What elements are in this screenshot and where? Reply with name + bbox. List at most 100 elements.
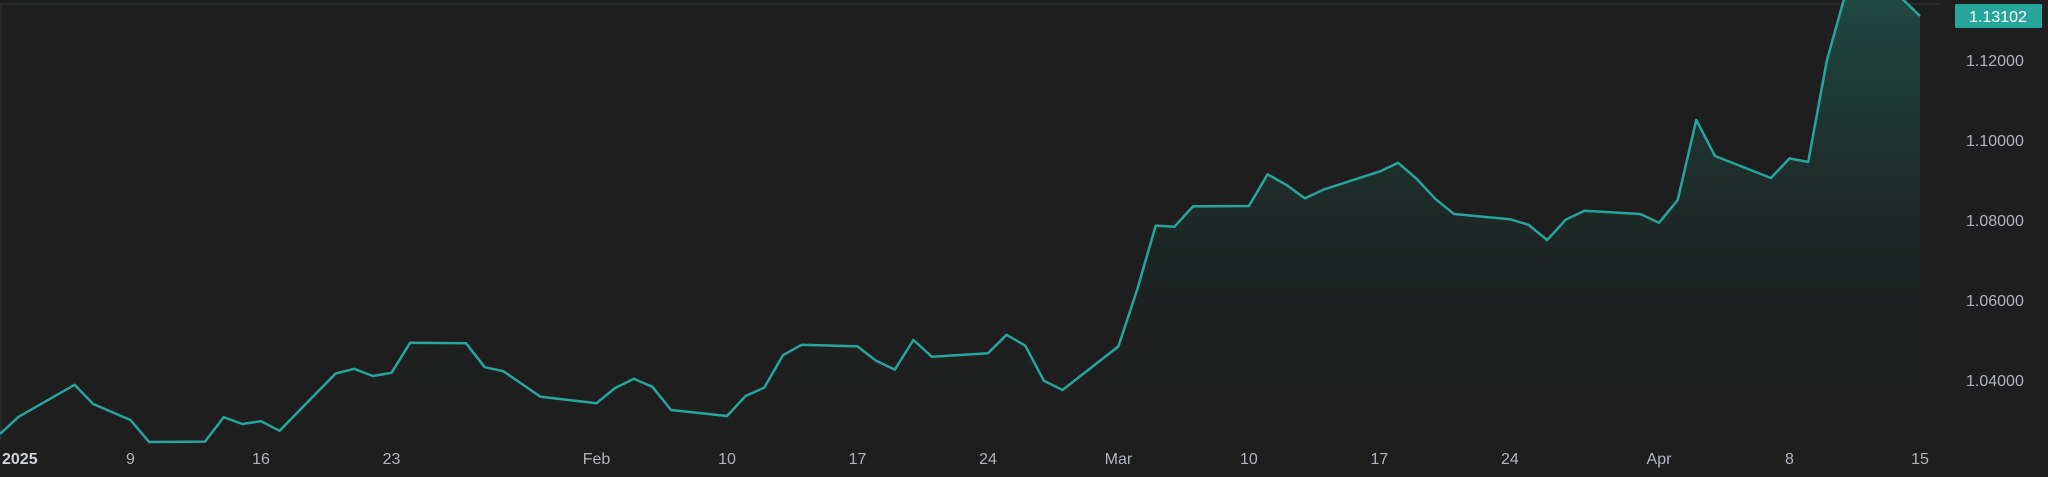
data-point[interactable]	[1414, 176, 1420, 182]
x-axis[interactable]: 2025 9 16 23 Feb 10 17 24 Mar 10 17 24 Apr 8 15	[2, 451, 1929, 468]
x-tick-label: Feb	[583, 451, 611, 468]
x-tick-label: Mar	[1105, 451, 1133, 468]
x-tick-label: 17	[849, 451, 867, 468]
series-area-fill	[0, 0, 1920, 442]
data-point[interactable]	[1395, 160, 1401, 166]
y-tick-label: 1.12000	[1966, 53, 2024, 70]
data-point[interactable]	[1451, 211, 1457, 217]
x-tick-label: 10	[718, 451, 736, 468]
data-point[interactable]	[1265, 171, 1271, 177]
data-point[interactable]	[743, 393, 749, 399]
data-point[interactable]	[1134, 287, 1140, 293]
data-point[interactable]	[1171, 224, 1177, 230]
data-point[interactable]	[16, 414, 22, 420]
data-point[interactable]	[1302, 195, 1308, 201]
data-point[interactable]	[780, 352, 786, 358]
data-point[interactable]	[1563, 217, 1569, 223]
data-point[interactable]	[910, 337, 916, 343]
data-point[interactable]	[873, 358, 879, 364]
data-point[interactable]	[202, 439, 208, 445]
data-point[interactable]	[1153, 223, 1159, 229]
data-point[interactable]	[407, 340, 413, 346]
data-point[interactable]	[649, 384, 655, 390]
data-point[interactable]	[1190, 203, 1196, 209]
data-point[interactable]	[668, 407, 674, 413]
data-point[interactable]	[128, 417, 134, 423]
data-point[interactable]	[1507, 216, 1513, 222]
data-point[interactable]	[1060, 387, 1066, 393]
data-point[interactable]	[612, 385, 618, 391]
data-point[interactable]	[277, 428, 283, 434]
data-point[interactable]	[370, 373, 376, 379]
x-tick-label: 8	[1785, 451, 1794, 468]
data-point[interactable]	[72, 382, 78, 388]
data-point[interactable]	[90, 401, 96, 407]
data-point[interactable]	[1582, 208, 1588, 214]
data-point[interactable]	[1004, 332, 1010, 338]
x-tick-label: 15	[1911, 451, 1929, 468]
data-point[interactable]	[1432, 196, 1438, 202]
data-point[interactable]	[1805, 159, 1811, 165]
data-point[interactable]	[1917, 13, 1923, 19]
y-axis[interactable]: 1.04000 1.06000 1.08000 1.10000 1.12000	[1966, 53, 2024, 390]
x-tick-label: 24	[1501, 451, 1519, 468]
y-tick-label: 1.10000	[1966, 133, 2024, 150]
data-point[interactable]	[333, 371, 339, 377]
data-point[interactable]	[855, 343, 861, 349]
data-point[interactable]	[1115, 343, 1121, 349]
data-point[interactable]	[1283, 182, 1289, 188]
data-point[interactable]	[1637, 211, 1643, 217]
last-price-tag: 1.13102	[1955, 4, 2042, 28]
y-tick-label: 1.08000	[1966, 213, 2024, 230]
data-point[interactable]	[221, 414, 227, 420]
x-tick-label: 24	[979, 451, 997, 468]
y-tick-label: 1.06000	[1966, 293, 2024, 310]
data-point[interactable]	[985, 350, 991, 356]
data-point[interactable]	[389, 370, 395, 376]
x-tick-label: 9	[126, 451, 135, 468]
data-point[interactable]	[631, 376, 637, 382]
data-point[interactable]	[1824, 58, 1830, 64]
last-price-label: 1.13102	[1969, 9, 2027, 26]
x-tick-label: 10	[1240, 451, 1258, 468]
data-point[interactable]	[482, 364, 488, 370]
y-tick-label: 1.04000	[1966, 373, 2024, 390]
data-point[interactable]	[1544, 237, 1550, 243]
x-tick-label: 17	[1371, 451, 1389, 468]
x-tick-label: 16	[252, 451, 270, 468]
data-point[interactable]	[929, 354, 935, 360]
data-point[interactable]	[761, 385, 767, 391]
data-point[interactable]	[1787, 155, 1793, 161]
x-tick-label: 2025	[2, 451, 38, 468]
data-point[interactable]	[519, 381, 525, 387]
data-point[interactable]	[351, 366, 357, 372]
data-point[interactable]	[258, 418, 264, 424]
data-point[interactable]	[146, 439, 152, 445]
data-point[interactable]	[239, 421, 245, 427]
series-line	[0, 0, 1921, 444]
data-point[interactable]	[1022, 343, 1028, 349]
data-point[interactable]	[1041, 378, 1047, 384]
data-point[interactable]	[1321, 187, 1327, 193]
data-point[interactable]	[1693, 117, 1699, 123]
data-point[interactable]	[538, 394, 544, 400]
data-point[interactable]	[1675, 197, 1681, 203]
data-point[interactable]	[1246, 203, 1252, 209]
data-point[interactable]	[1768, 175, 1774, 181]
x-tick-label: Apr	[1647, 451, 1673, 468]
x-tick-label: 23	[383, 451, 401, 468]
data-point[interactable]	[500, 368, 506, 374]
data-point[interactable]	[1656, 220, 1662, 226]
data-point[interactable]	[892, 367, 898, 373]
data-point[interactable]	[1376, 169, 1382, 175]
data-point[interactable]	[463, 340, 469, 346]
data-point[interactable]	[724, 413, 730, 419]
data-point[interactable]	[594, 400, 600, 406]
data-point[interactable]	[109, 409, 115, 415]
data-point[interactable]	[1712, 153, 1718, 159]
data-point[interactable]	[1526, 222, 1532, 228]
last-price-tag-bg	[1955, 4, 2042, 28]
data-point[interactable]	[799, 342, 805, 348]
